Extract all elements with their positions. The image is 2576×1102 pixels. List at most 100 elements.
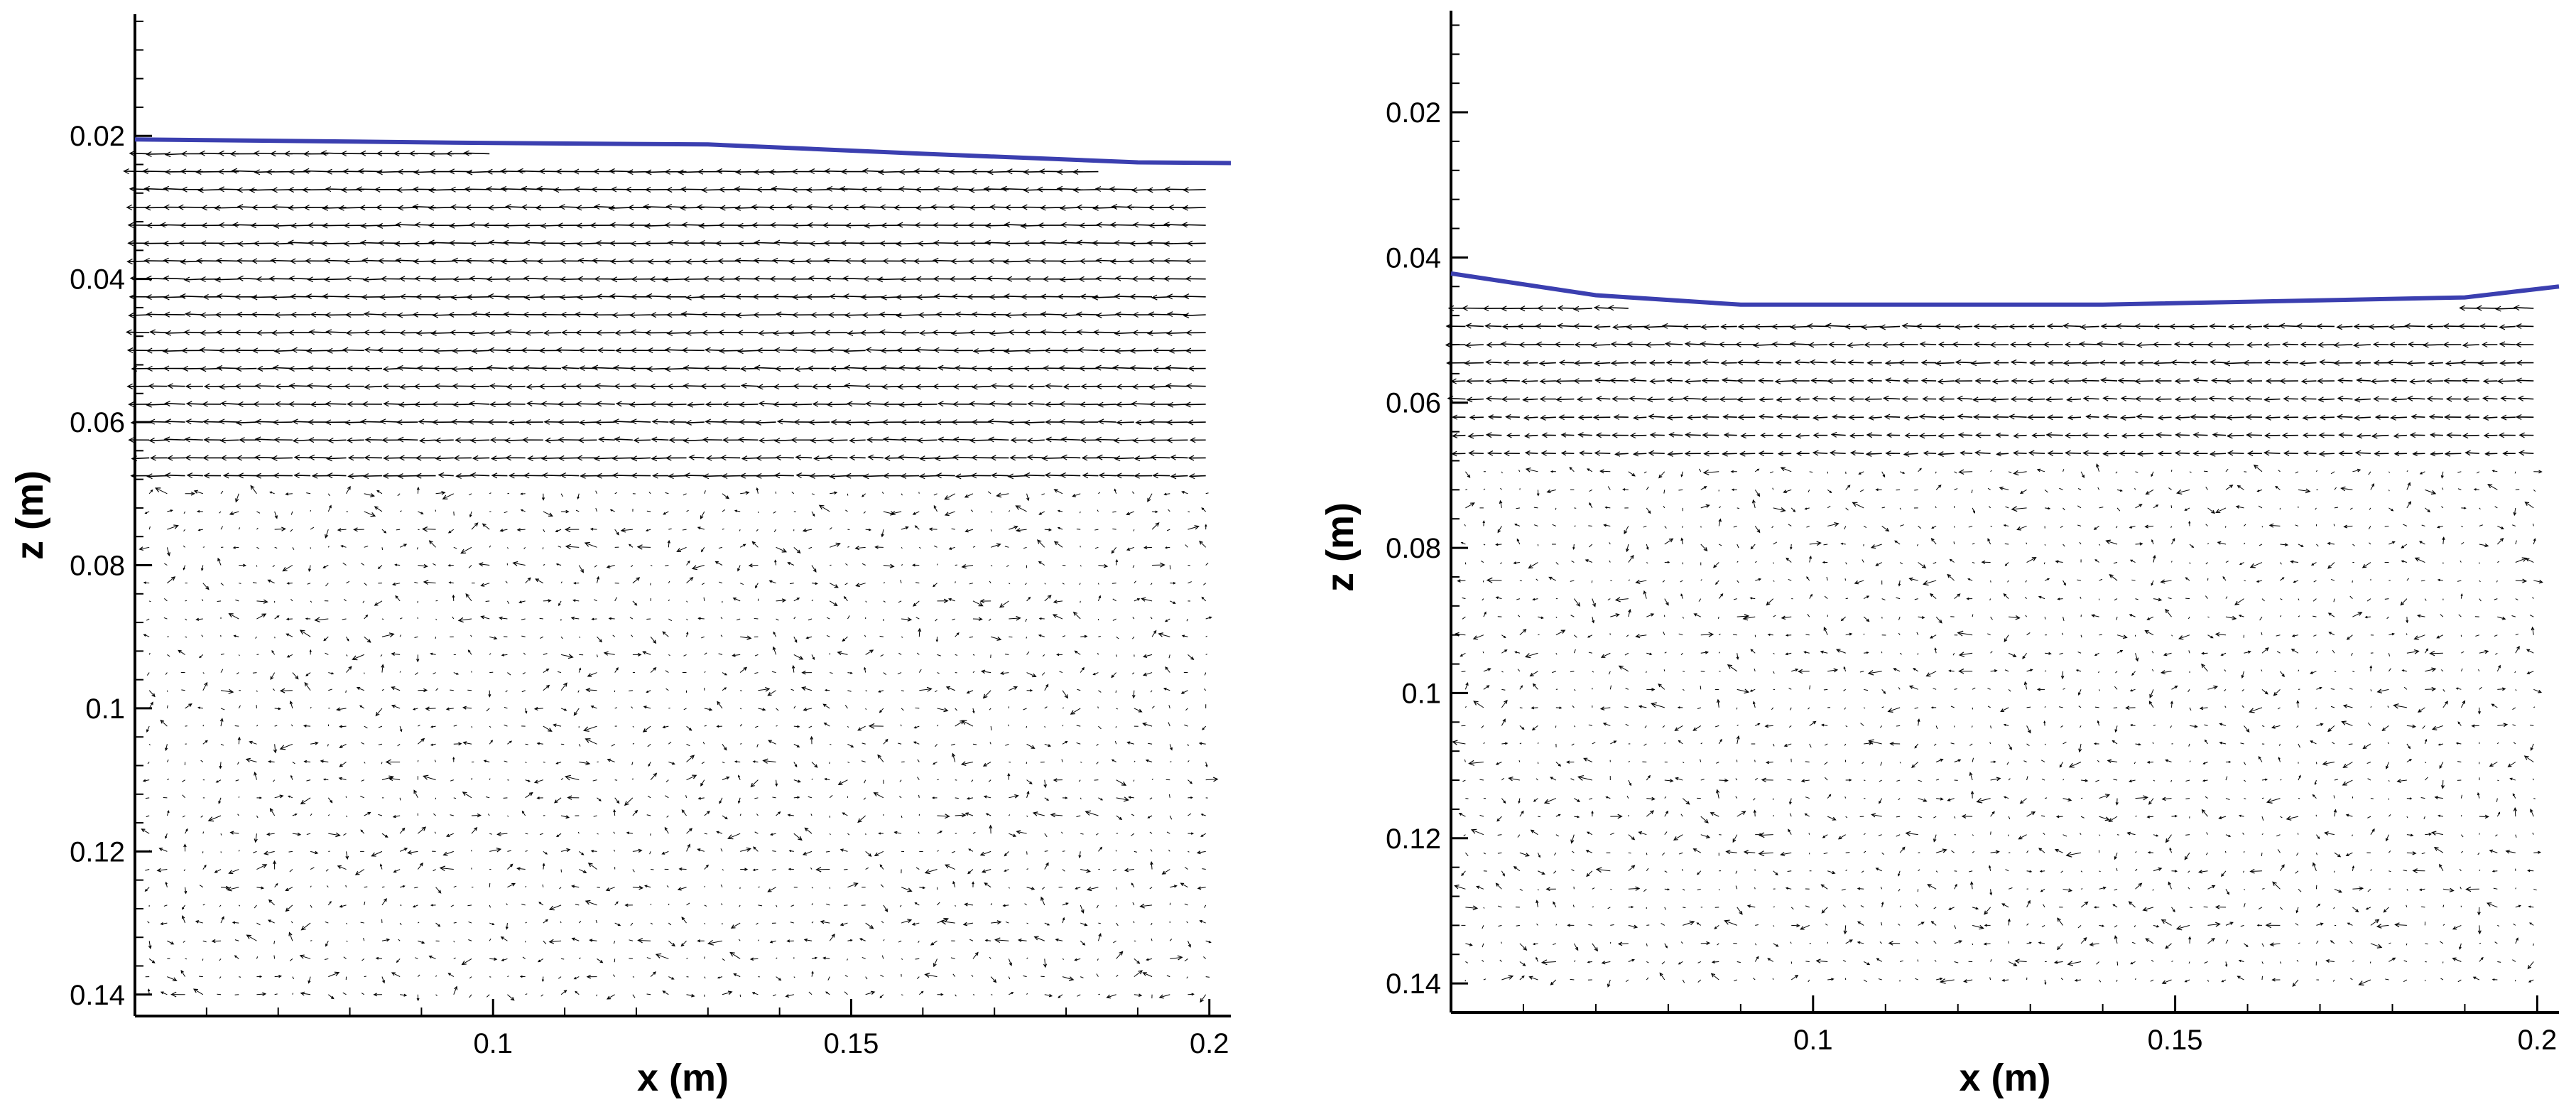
velocity-vector: [1016, 505, 1027, 512]
vector-arrowhead: [630, 293, 637, 300]
vector-arrowhead: [579, 365, 585, 372]
vector-arrowhead: [533, 706, 538, 711]
vector-arrowhead: [1065, 796, 1068, 799]
velocity-vector: [1183, 207, 1206, 209]
velocity-vector: [308, 385, 329, 387]
vector-arrowhead: [1163, 687, 1167, 691]
velocity-vector: [322, 296, 347, 298]
velocity-vector: [183, 869, 186, 872]
velocity-vector: [443, 850, 454, 855]
velocity-vector: [556, 349, 580, 352]
vector-arrowhead: [609, 240, 616, 247]
vector-arrowhead: [466, 294, 472, 301]
vector-arrowhead: [271, 294, 278, 301]
vector-arrowhead: [308, 239, 314, 247]
vector-arrowhead: [1095, 436, 1102, 443]
velocity-vector: [1044, 684, 1048, 691]
vector-arrowhead: [770, 833, 773, 836]
vector-arrowhead: [1043, 784, 1048, 789]
vector-arrowhead: [565, 774, 571, 781]
velocity-vector: [1040, 207, 1063, 209]
vector-arrowhead: [724, 816, 728, 820]
vector-arrowhead: [303, 151, 310, 157]
vector-arrowhead: [683, 240, 689, 247]
vector-arrowhead: [996, 543, 1001, 548]
velocity-vector: [1188, 760, 1190, 762]
velocity-vector: [453, 546, 457, 549]
vector-arrowhead: [1059, 205, 1066, 211]
vector-arrowhead: [393, 151, 400, 157]
vector-arrowhead: [796, 549, 801, 554]
vector-arrowhead: [768, 740, 772, 744]
velocity-vector: [1062, 690, 1068, 698]
velocity-vector: [487, 367, 508, 369]
velocity-vector: [791, 492, 795, 495]
vector-arrowhead: [826, 401, 833, 408]
y-tick-label: 0.08: [70, 551, 125, 582]
vector-arrowhead: [1044, 347, 1050, 354]
vector-arrowhead: [165, 330, 172, 336]
vector-arrowhead: [573, 711, 577, 716]
vector-arrowhead: [647, 259, 654, 265]
velocity-vector: [252, 850, 257, 853]
vector-arrowhead: [291, 347, 298, 353]
vector-arrowhead: [775, 783, 778, 787]
vector-arrowhead: [935, 639, 938, 642]
vector-arrowhead: [1198, 742, 1202, 745]
vector-arrowhead: [1116, 419, 1123, 426]
velocity-vector: [575, 509, 580, 512]
vector-arrowhead: [937, 401, 944, 407]
vector-arrowhead: [555, 168, 562, 175]
vector-arrowhead: [986, 275, 993, 282]
vector-arrowhead: [237, 472, 244, 479]
vector-arrowhead: [325, 186, 332, 193]
vector-arrowhead: [612, 364, 619, 371]
velocity-vector: [840, 849, 848, 852]
vector-arrowhead: [395, 257, 402, 264]
vector-arrowhead: [450, 204, 457, 210]
vector-arrowhead: [912, 563, 915, 567]
vector-arrowhead: [877, 169, 884, 175]
velocity-vector: [1054, 541, 1063, 548]
vector-arrowhead: [768, 169, 775, 175]
velocity-vector: [145, 869, 150, 871]
velocity-vector: [919, 546, 921, 549]
velocity-vector: [504, 511, 508, 514]
vector-arrowhead: [229, 151, 237, 157]
vector-arrowhead: [345, 330, 352, 336]
vector-arrowhead: [879, 204, 886, 210]
velocity-vector: [306, 833, 311, 836]
vector-arrowhead: [344, 312, 352, 318]
velocity-vector: [217, 600, 222, 602]
vector-arrowhead: [528, 792, 533, 796]
velocity-vector: [592, 779, 597, 782]
velocity-vector: [166, 547, 170, 556]
velocity-vector: [728, 833, 741, 839]
vector-arrowhead: [314, 850, 319, 855]
vector-arrowhead: [704, 347, 711, 353]
vector-arrowhead: [882, 258, 888, 264]
vector-arrowhead: [879, 311, 885, 318]
velocity-vector: [433, 813, 436, 816]
vector-arrowhead: [577, 257, 585, 264]
vector-arrowhead: [636, 544, 643, 550]
vector-arrowhead: [1103, 563, 1109, 568]
vector-arrowhead: [399, 384, 406, 390]
vector-arrowhead: [1163, 222, 1170, 228]
velocity-vector: [855, 546, 866, 549]
velocity-vector: [1116, 421, 1134, 423]
velocity-vector: [722, 475, 741, 477]
vector-arrowhead: [591, 257, 598, 264]
vector-arrowhead: [291, 418, 298, 425]
vector-arrowhead: [305, 293, 313, 300]
velocity-vector: [929, 529, 938, 530]
velocity-vector: [167, 778, 170, 781]
velocity-vector: [1143, 723, 1153, 727]
velocity-vector: [719, 797, 723, 804]
vector-arrowhead: [807, 365, 814, 372]
vector-arrowhead: [307, 222, 314, 229]
vector-arrowhead: [340, 545, 344, 548]
vector-arrowhead: [933, 239, 940, 246]
vector-arrowhead: [391, 686, 396, 691]
vector-arrowhead: [850, 745, 854, 748]
